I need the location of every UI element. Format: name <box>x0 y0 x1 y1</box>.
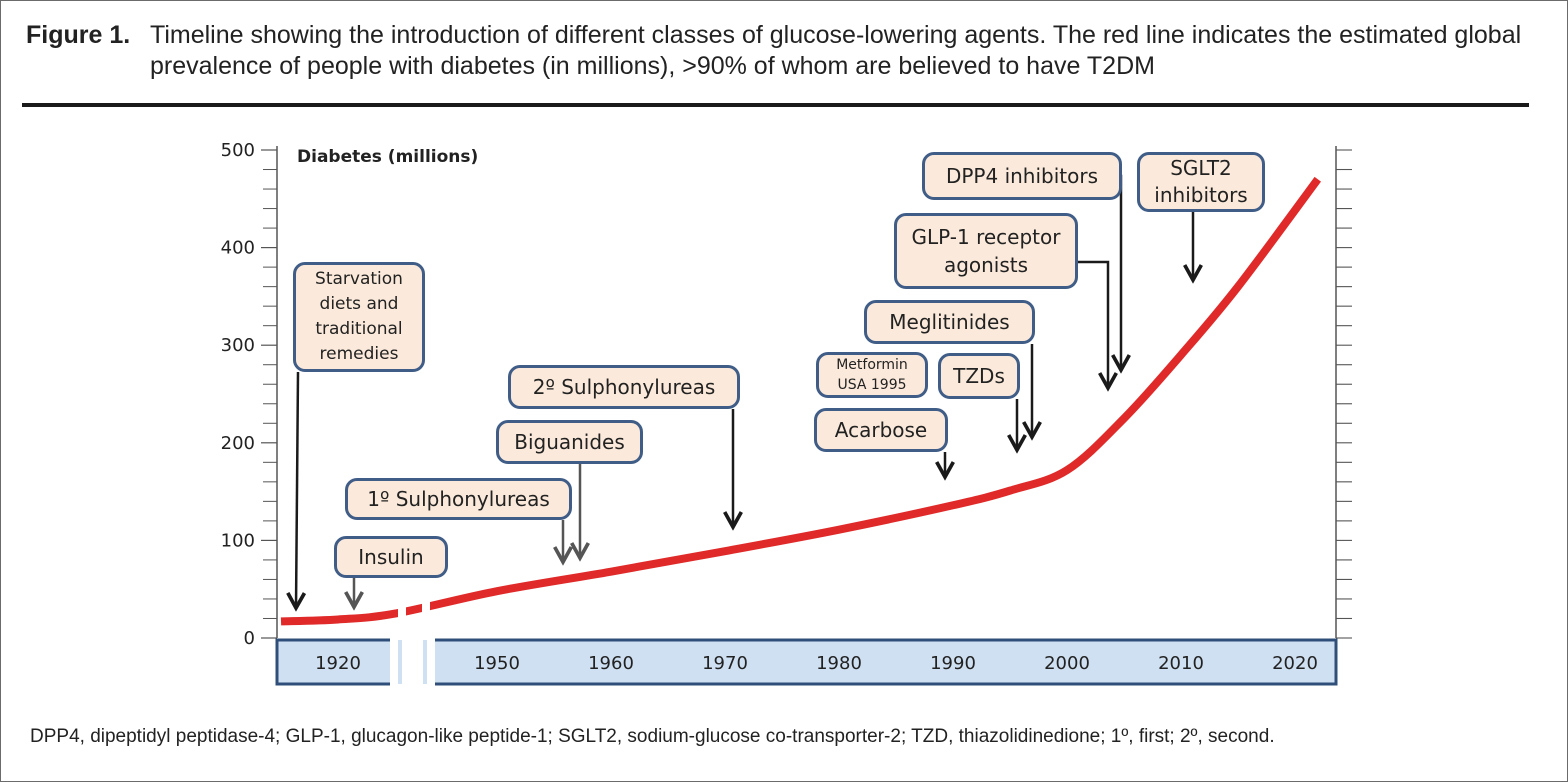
annotation-box-glp1: GLP-1 receptor agonists <box>894 213 1078 289</box>
y-axis-title: Diabetes (millions) <box>297 147 478 167</box>
x-tick-label: 2020 <box>1272 653 1318 674</box>
x-tick-label: 2010 <box>1158 653 1204 674</box>
x-axis-band <box>275 638 1338 686</box>
annotation-label-metformin: Metformin USA 1995 <box>836 357 908 393</box>
y-tick-label: 400 <box>221 238 255 259</box>
figure-footnote: DPP4, dipeptidyl peptidase-4; GLP-1, glu… <box>30 726 1275 747</box>
annotation-arrow-glp1 <box>1078 260 1108 388</box>
annotation-box-metformin: Metformin USA 1995 <box>816 352 928 398</box>
annotation-box-tzds: TZDs <box>938 353 1020 399</box>
annotation-box-dpp4: DPP4 inhibitors <box>922 152 1122 200</box>
x-axis-break-edge <box>398 640 402 684</box>
annotation-box-sulph1: 1º Sulphonylureas <box>345 478 572 520</box>
y-tick-label: 0 <box>244 628 255 649</box>
x-tick-label: 1920 <box>315 653 361 674</box>
annotation-box-biguanides: Biguanides <box>496 420 643 464</box>
caption-divider <box>22 103 1529 107</box>
x-tick-label: 2000 <box>1044 653 1090 674</box>
annotation-label-tzds: TZDs <box>953 363 1005 388</box>
annotation-label-biguanides: Biguanides <box>514 429 625 454</box>
annotation-box-meglitinides: Meglitinides <box>864 300 1035 344</box>
annotation-label-dpp4: DPP4 inhibitors <box>945 163 1099 188</box>
figure-caption-text: Timeline showing the introduction of dif… <box>150 21 1522 80</box>
x-tick-label: 1950 <box>474 653 520 674</box>
figure-caption: Figure 1. Timeline showing the introduct… <box>26 20 1526 80</box>
annotation-label-insulin: Insulin <box>358 544 424 569</box>
x-axis-break-edge <box>423 640 427 684</box>
annotation-arrow-starvation <box>296 371 298 608</box>
annotation-label-sglt2: SGLT2 inhibitors <box>1154 156 1248 207</box>
annotation-box-sulph2: 2º Sulphonylureas <box>508 365 740 409</box>
annotation-box-starvation: Starvation diets and traditional remedies <box>293 262 425 372</box>
annotation-box-insulin: Insulin <box>334 536 448 578</box>
annotation-box-sglt2: SGLT2 inhibitors <box>1137 152 1265 212</box>
y-tick-label: 100 <box>221 530 255 551</box>
figure-label: Figure 1. <box>26 21 131 49</box>
annotation-arrow-dpp4 <box>1120 174 1121 370</box>
annotation-label-glp1: GLP-1 receptor agonists <box>911 225 1061 277</box>
annotation-box-acarbose: Acarbose <box>814 408 948 452</box>
annotation-label-sulph2: 2º Sulphonylureas <box>532 374 716 399</box>
y-tick-label: 300 <box>221 335 255 356</box>
x-tick-label: 1990 <box>930 653 976 674</box>
x-axis-break-gap <box>390 632 435 690</box>
x-tick-label: 1980 <box>816 653 862 674</box>
annotation-label-starvation: Starvation diets and traditional remedies <box>315 269 403 364</box>
x-tick-label: 1970 <box>702 653 748 674</box>
y-tick-label: 500 <box>221 140 255 161</box>
annotation-label-meglitinides: Meglitinides <box>889 309 1010 334</box>
line-break-gap <box>422 593 430 613</box>
y-tick-label: 200 <box>221 433 255 454</box>
x-tick-label: 1960 <box>588 653 634 674</box>
line-break-gap <box>398 598 406 618</box>
annotation-label-acarbose: Acarbose <box>834 417 928 442</box>
annotation-label-sulph1: 1º Sulphonylureas <box>367 486 550 511</box>
diabetes-prevalence-line <box>280 176 1322 626</box>
